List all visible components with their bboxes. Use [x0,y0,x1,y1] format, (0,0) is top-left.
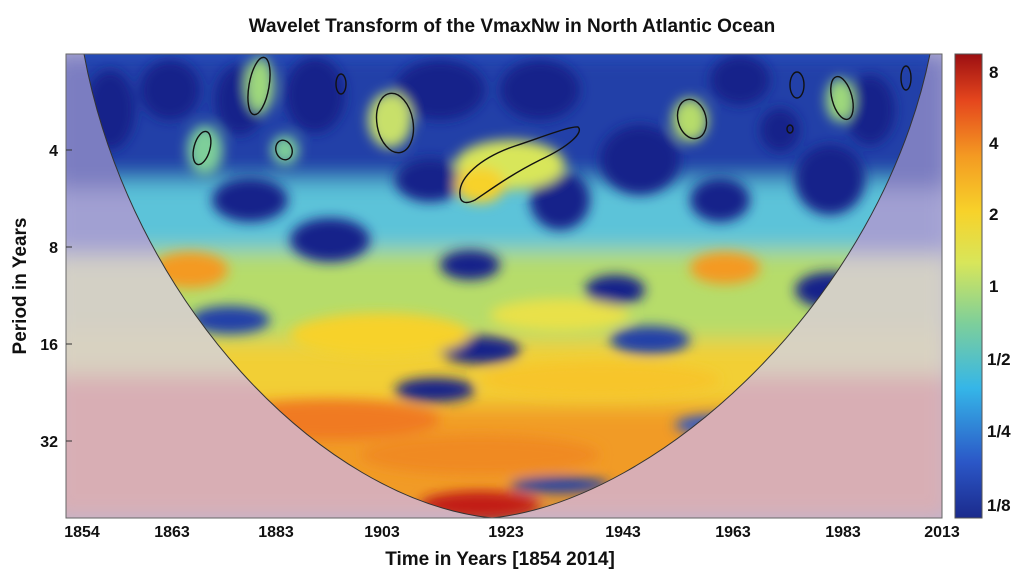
y-tick-label: 4 [49,143,58,160]
y-tick-label: 32 [40,434,58,451]
colorbar-tick-label: 8 [989,63,998,82]
x-tick-label: 1854 [64,524,100,541]
chart-title: Wavelet Transform of the VmaxNw in North… [249,16,775,37]
colorbar-ticks: 8 4 2 1 1/2 1/4 1/8 [987,63,1011,515]
significance-contours [192,56,912,204]
x-tick-label: 1963 [715,524,751,541]
x-tick-label: 1863 [154,524,190,541]
colorbar-tick-label: 1/2 [987,350,1011,369]
x-tick-label: 1983 [825,524,861,541]
x-tick-label: 1943 [605,524,641,541]
colorbar-tick-label: 4 [989,134,999,153]
x-tick-label: 1903 [364,524,400,541]
x-tick-label: 2013 [924,524,960,541]
cone-of-influence [83,54,931,518]
plot-frame [65,53,943,519]
x-axis-label: Time in Years [1854 2014] [385,549,615,570]
y-tick-label: 16 [40,337,58,354]
colorbar-tick-label: 1/8 [987,496,1011,515]
y-tick-label: 8 [49,240,58,257]
x-tick-label: 1923 [488,524,524,541]
colorbar [954,53,983,519]
y-axis: 4 8 16 32 [40,143,72,451]
x-axis: 1854 1863 1883 1903 1923 1943 1963 1983 … [64,524,960,541]
colorbar-tick-label: 1/4 [987,422,1011,441]
colorbar-tick-label: 2 [989,205,998,224]
y-axis-label: Period in Years [10,218,31,355]
colorbar-tick-label: 1 [989,277,998,296]
x-tick-label: 1883 [258,524,294,541]
wavelet-power-map [66,54,942,518]
